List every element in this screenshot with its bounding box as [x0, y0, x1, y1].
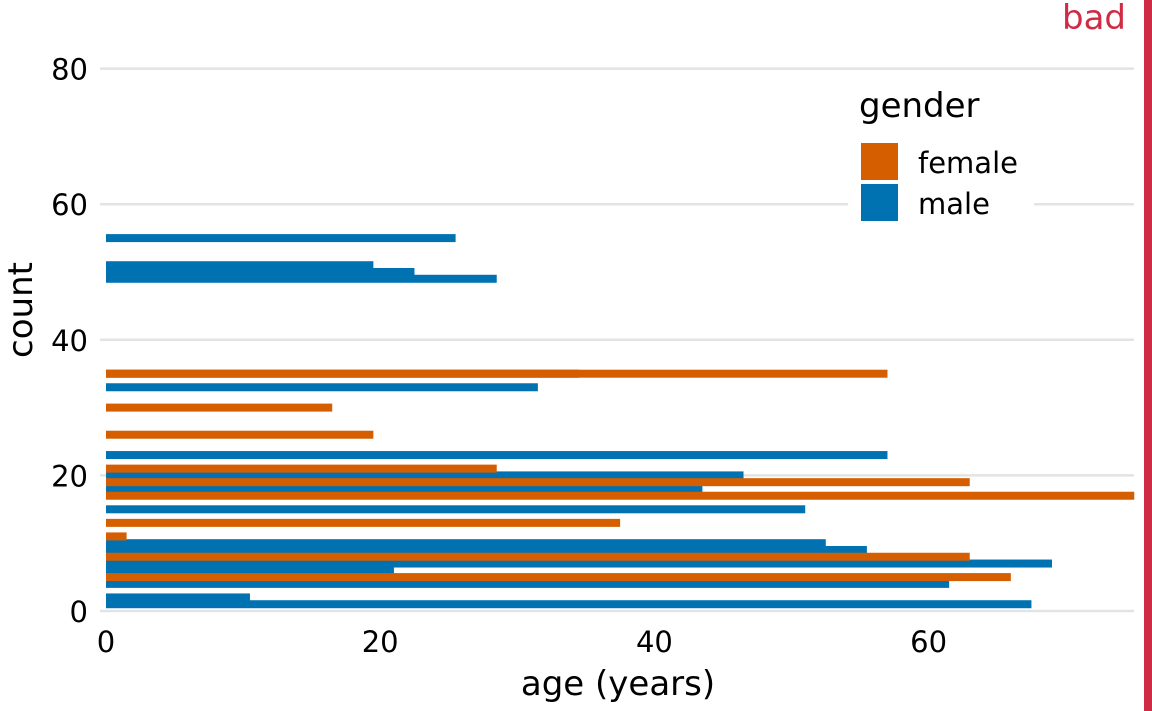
bars — [106, 234, 1135, 609]
bar-male — [106, 234, 456, 243]
y-tick-label: 80 — [51, 53, 88, 87]
y-tick-label: 40 — [51, 324, 88, 358]
bar-male — [106, 593, 250, 602]
bar-female — [106, 532, 127, 541]
bar-male — [106, 579, 950, 588]
bar-female — [106, 430, 374, 439]
x-tick-label: 0 — [97, 625, 115, 659]
bar-male — [106, 383, 538, 392]
y-tick-label: 0 — [70, 595, 88, 629]
bar-female — [106, 518, 621, 527]
bar-male — [106, 451, 888, 460]
x-axis-label: age (years) — [521, 664, 715, 704]
bar-male — [106, 471, 744, 480]
bar-female — [106, 573, 1011, 582]
bad-indicator-bar — [1144, 0, 1152, 711]
legend-label-female: female — [918, 146, 1018, 180]
bar-female — [106, 403, 333, 412]
bar-male — [106, 539, 826, 548]
legend: gender female male — [848, 82, 1034, 232]
y-tick-label: 60 — [51, 188, 88, 222]
bar-male — [106, 261, 374, 270]
bar-male — [106, 274, 497, 283]
y-tick-label: 20 — [51, 459, 88, 493]
legend-swatch-male — [861, 184, 898, 221]
bar-female — [106, 478, 970, 487]
bar-male — [106, 559, 1052, 568]
x-tick-labels: 0 20 40 60 — [97, 625, 947, 659]
x-tick-label: 40 — [636, 625, 673, 659]
bar-male — [106, 545, 867, 554]
legend-swatch-female — [861, 143, 898, 180]
bar-female — [106, 464, 497, 473]
y-axis-label: count — [1, 262, 41, 358]
bar-male — [106, 268, 415, 276]
bar-male — [106, 484, 703, 493]
x-tick-label: 60 — [910, 625, 947, 659]
bar-male — [106, 600, 1032, 609]
bar-female — [106, 552, 970, 561]
bar-female — [106, 491, 1135, 500]
legend-title: gender — [859, 86, 980, 126]
x-tick-label: 20 — [362, 625, 399, 659]
bar-male — [106, 566, 394, 575]
bad-label: bad — [1062, 0, 1126, 38]
bar-female — [106, 369, 888, 378]
bar-male — [106, 505, 806, 514]
legend-label-male: male — [918, 187, 990, 221]
y-tick-labels: 0 20 40 60 80 — [51, 53, 88, 629]
